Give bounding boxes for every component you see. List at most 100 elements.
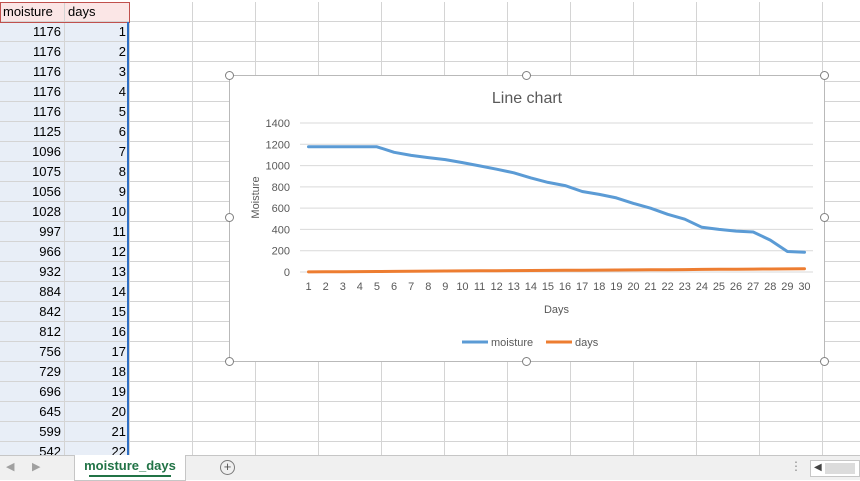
cell[interactable] [508,42,571,62]
cell[interactable] [130,262,193,282]
horizontal-scrollbar[interactable]: ◀ [810,460,860,477]
cell[interactable] [445,362,508,382]
cell[interactable] [760,402,823,422]
cell[interactable] [130,162,193,182]
cell[interactable] [760,42,823,62]
cell[interactable] [130,422,193,442]
cell-days[interactable]: 13 [65,262,130,282]
cell[interactable] [445,442,508,455]
cell[interactable] [193,42,256,62]
cell[interactable] [256,402,319,422]
cell[interactable] [823,22,860,42]
cell[interactable] [130,302,193,322]
cell[interactable] [382,22,445,42]
cell[interactable] [256,382,319,402]
more-options-icon[interactable]: ⋮ [790,459,802,473]
cell-moisture[interactable]: 1125 [0,122,65,142]
cell-moisture[interactable]: 1176 [0,22,65,42]
cell[interactable] [193,422,256,442]
cell[interactable] [130,362,193,382]
cell[interactable] [823,322,860,342]
cell[interactable] [130,82,193,102]
cell-moisture[interactable]: 997 [0,222,65,242]
cell[interactable] [760,22,823,42]
cell[interactable] [571,402,634,422]
cell[interactable] [130,442,193,455]
cell-days[interactable]: 8 [65,162,130,182]
cell[interactable] [382,422,445,442]
cell[interactable] [823,142,860,162]
cell[interactable] [382,442,445,455]
cell[interactable] [760,442,823,455]
cell[interactable] [823,282,860,302]
cell[interactable] [130,242,193,262]
cell-moisture[interactable]: 932 [0,262,65,282]
cell-days[interactable]: 16 [65,322,130,342]
cell-days[interactable]: 12 [65,242,130,262]
cell[interactable] [193,382,256,402]
cell[interactable] [823,222,860,242]
cell[interactable] [508,2,571,22]
cell[interactable] [634,42,697,62]
cell-days[interactable]: 14 [65,282,130,302]
cell-moisture[interactable]: 1096 [0,142,65,162]
cell[interactable] [130,382,193,402]
cell-moisture[interactable]: 599 [0,422,65,442]
cell[interactable] [508,422,571,442]
cell-moisture[interactable]: 842 [0,302,65,322]
cell[interactable] [508,382,571,402]
cell[interactable] [130,282,193,302]
cell[interactable] [823,442,860,455]
cell-days[interactable]: 1 [65,22,130,42]
cell[interactable] [319,2,382,22]
cell[interactable] [445,382,508,402]
cell[interactable] [571,362,634,382]
cell[interactable] [571,422,634,442]
cell-days[interactable]: 21 [65,422,130,442]
cell[interactable] [319,382,382,402]
cell[interactable] [256,42,319,62]
cell[interactable] [508,362,571,382]
cell[interactable] [382,2,445,22]
cell[interactable] [508,442,571,455]
cell-days[interactable]: 2 [65,42,130,62]
cell[interactable] [130,22,193,42]
cell[interactable] [823,382,860,402]
cell-moisture[interactable]: 696 [0,382,65,402]
cell[interactable] [193,62,256,82]
cell[interactable] [256,2,319,22]
cell-moisture[interactable]: 1176 [0,102,65,122]
cell[interactable] [697,362,760,382]
cell[interactable] [130,222,193,242]
scroll-thumb[interactable] [825,463,855,474]
cell[interactable] [382,42,445,62]
cell[interactable] [382,362,445,382]
resize-handle-bottom-right[interactable] [820,357,829,366]
cell[interactable] [319,442,382,455]
cell-days[interactable]: 18 [65,362,130,382]
cell[interactable] [697,42,760,62]
cell[interactable] [508,22,571,42]
cell-days[interactable]: 15 [65,302,130,322]
cell-moisture[interactable]: 812 [0,322,65,342]
cell[interactable] [193,442,256,455]
cell[interactable] [697,442,760,455]
resize-handle-top-middle[interactable] [522,71,531,80]
cell-days[interactable]: 3 [65,62,130,82]
cell[interactable] [634,422,697,442]
cell[interactable] [382,402,445,422]
cell[interactable] [823,162,860,182]
cell[interactable] [130,342,193,362]
cell-days[interactable]: 7 [65,142,130,162]
cell[interactable] [256,362,319,382]
cell-moisture[interactable]: 1176 [0,62,65,82]
cell[interactable] [760,422,823,442]
cell-moisture[interactable]: 1028 [0,202,65,222]
cell[interactable] [319,362,382,382]
cell[interactable] [193,2,256,22]
cell[interactable] [445,422,508,442]
cell[interactable] [697,22,760,42]
cell[interactable] [445,2,508,22]
cell[interactable] [571,382,634,402]
add-sheet-icon[interactable]: + [220,460,235,475]
